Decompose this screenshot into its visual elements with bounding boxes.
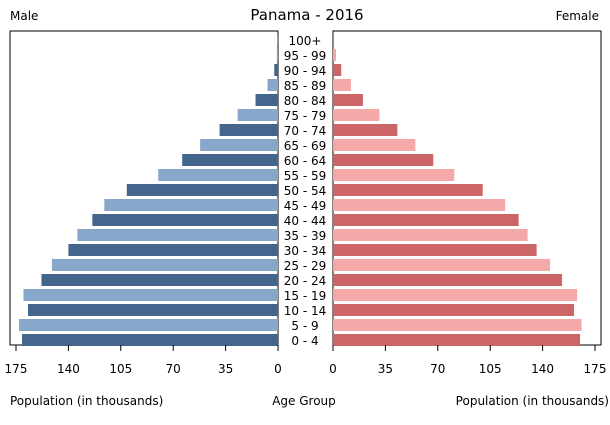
female-bar-10-14 xyxy=(333,304,575,316)
female-tick-label: 70 xyxy=(430,362,445,376)
female-bar-85-89 xyxy=(333,79,351,91)
female-tick-label: 140 xyxy=(531,362,554,376)
female-x-axis-title: Population (in thousands) xyxy=(456,394,609,408)
female-bar-70-74 xyxy=(333,124,398,136)
female-bar-100+ xyxy=(333,34,334,46)
age-label-20-24: 20 - 24 xyxy=(284,274,327,288)
female-bar-95-99 xyxy=(333,49,336,61)
female-bar-25-29 xyxy=(333,259,551,271)
male-bar-45-49 xyxy=(104,199,279,211)
male-bar-10-14 xyxy=(27,304,278,316)
male-x-axis-title: Population (in thousands) xyxy=(10,394,163,408)
female-bar-20-24 xyxy=(333,274,563,286)
male-bar-55-59 xyxy=(158,169,278,181)
age-label-55-59: 55 - 59 xyxy=(284,169,327,183)
female-tick-label: 105 xyxy=(479,362,502,376)
female-bar-30-34 xyxy=(333,244,537,256)
age-label-50-54: 50 - 54 xyxy=(284,184,327,198)
male-bar-65-69 xyxy=(200,139,278,151)
female-label: Female xyxy=(556,9,599,23)
female-tick-label: 35 xyxy=(378,362,393,376)
male-tick-label: 140 xyxy=(57,362,80,376)
age-label-30-34: 30 - 34 xyxy=(284,244,327,258)
age-label-70-74: 70 - 74 xyxy=(284,124,327,138)
female-bar-90-94 xyxy=(333,64,342,76)
female-bar-5-9 xyxy=(333,319,582,331)
female-bar-45-49 xyxy=(333,199,506,211)
female-tick-label: 0 xyxy=(329,362,337,376)
male-bar-15-19 xyxy=(23,289,278,301)
male-bar-50-54 xyxy=(126,184,278,196)
male-tick-label: 35 xyxy=(218,362,233,376)
chart-title: Panama - 2016 xyxy=(250,6,363,24)
age-label-45-49: 45 - 49 xyxy=(284,199,327,213)
female-bar-50-54 xyxy=(333,184,483,196)
age-label-15-19: 15 - 19 xyxy=(284,289,327,303)
female-bars xyxy=(333,34,582,346)
age-label-10-14: 10 - 14 xyxy=(284,304,327,318)
male-tick-label: 0 xyxy=(274,362,282,376)
female-bar-60-64 xyxy=(333,154,434,166)
female-bar-55-59 xyxy=(333,169,455,181)
male-tick-label: 175 xyxy=(5,362,28,376)
male-x-axis: 0 35 70 105 140 175 xyxy=(5,345,282,376)
age-label-40-44: 40 - 44 xyxy=(284,214,327,228)
age-label-0-4: 0 - 4 xyxy=(291,334,318,348)
male-bar-75-79 xyxy=(237,109,278,121)
male-bar-70-74 xyxy=(219,124,278,136)
male-bar-5-9 xyxy=(18,319,278,331)
female-bar-75-79 xyxy=(333,109,380,121)
male-bar-30-34 xyxy=(68,244,279,256)
age-label-5-9: 5 - 9 xyxy=(291,319,318,333)
male-bar-35-39 xyxy=(77,229,278,241)
age-label-80-84: 80 - 84 xyxy=(284,94,327,108)
male-bars xyxy=(18,34,279,346)
female-bar-15-19 xyxy=(333,289,578,301)
age-label-90-94: 90 - 94 xyxy=(284,64,327,78)
male-label: Male xyxy=(10,9,38,23)
age-label-35-39: 35 - 39 xyxy=(284,229,327,243)
female-x-axis: 0 35 70 105 140 175 xyxy=(329,345,606,376)
age-label-60-64: 60 - 64 xyxy=(284,154,327,168)
male-bar-20-24 xyxy=(41,274,278,286)
age-label-100+: 100+ xyxy=(289,34,322,48)
age-group-axis-title: Age Group xyxy=(272,394,336,408)
age-label-85-89: 85 - 89 xyxy=(284,79,327,93)
male-bar-95-99 xyxy=(276,49,278,61)
female-bar-35-39 xyxy=(333,229,528,241)
female-bar-80-84 xyxy=(333,94,363,106)
male-bar-25-29 xyxy=(51,259,278,271)
male-bar-40-44 xyxy=(92,214,279,226)
male-bar-85-89 xyxy=(267,79,278,91)
age-label-65-69: 65 - 69 xyxy=(284,139,327,153)
age-label-25-29: 25 - 29 xyxy=(284,259,327,273)
male-bar-0-4 xyxy=(21,334,278,346)
male-bar-80-84 xyxy=(255,94,278,106)
male-bar-60-64 xyxy=(182,154,278,166)
male-bar-90-94 xyxy=(274,64,278,76)
female-bar-0-4 xyxy=(333,334,581,346)
age-label-75-79: 75 - 79 xyxy=(284,109,327,123)
male-tick-label: 105 xyxy=(109,362,132,376)
age-label-95-99: 95 - 99 xyxy=(284,49,327,63)
female-bar-40-44 xyxy=(333,214,519,226)
female-bar-65-69 xyxy=(333,139,416,151)
female-tick-label: 175 xyxy=(584,362,607,376)
male-tick-label: 70 xyxy=(166,362,181,376)
